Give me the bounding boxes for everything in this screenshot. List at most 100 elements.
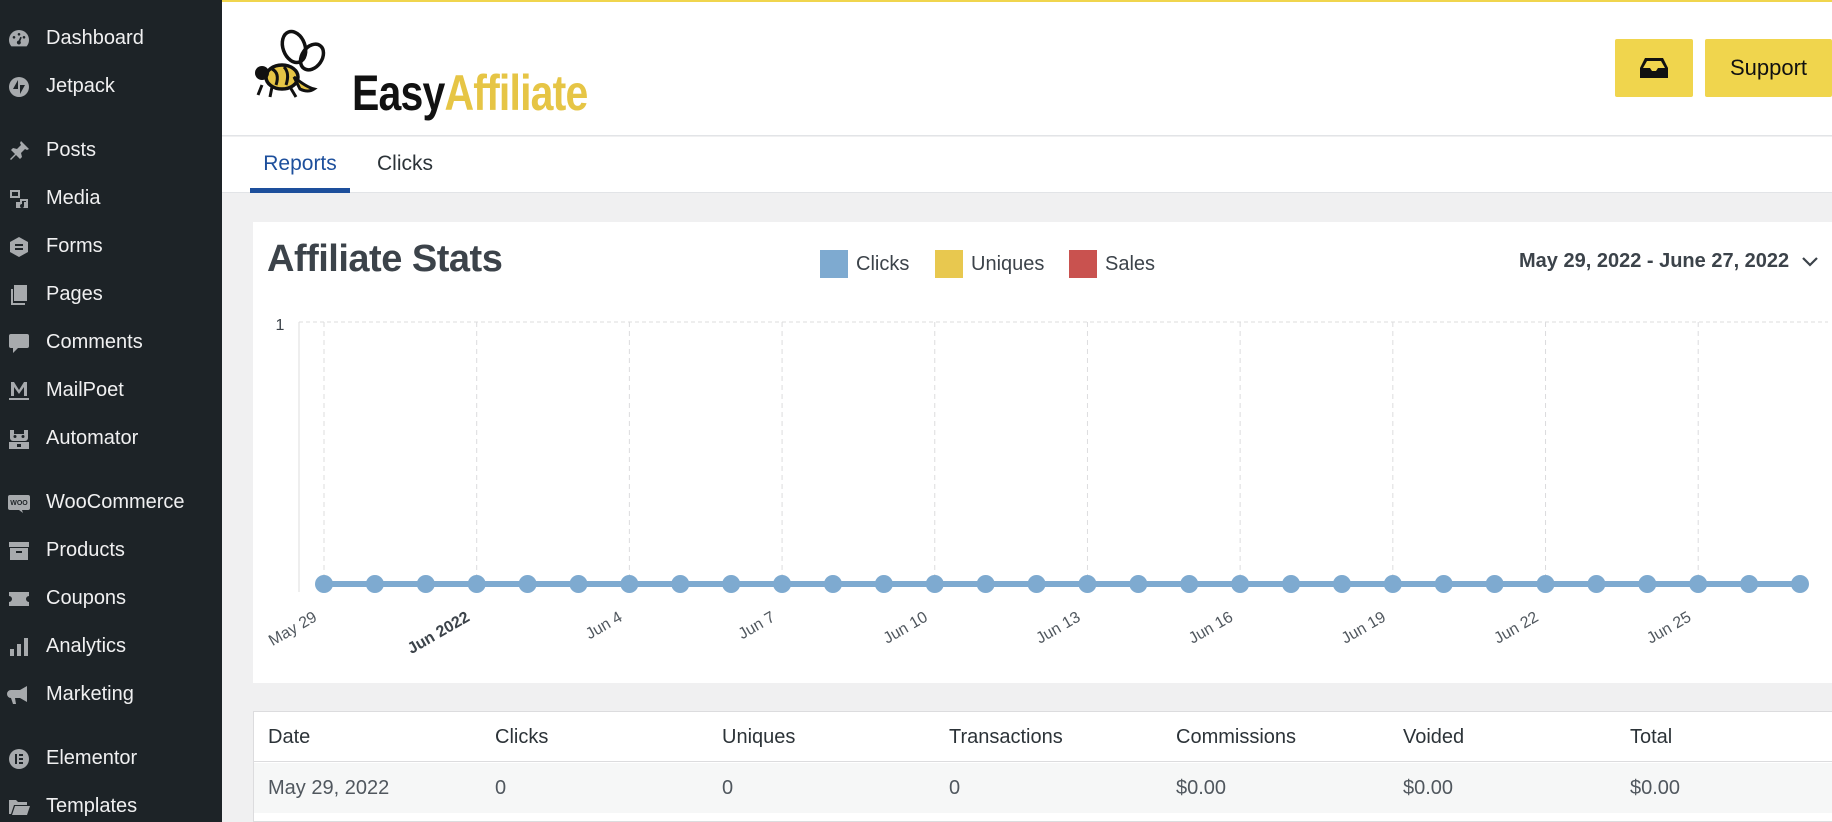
data-point (925, 575, 944, 593)
x-tick-label: Jun 25 (1644, 609, 1694, 648)
legend-label-clicks: Clicks (856, 252, 910, 275)
support-button[interactable]: Support (1705, 39, 1832, 97)
data-point (823, 575, 842, 593)
data-point (1536, 575, 1555, 593)
column-header-total[interactable]: Total (1630, 726, 1673, 748)
sidebar-item-label: Jetpack (46, 75, 115, 97)
forms-icon (6, 234, 32, 260)
cell-voided: $0.00 (1403, 777, 1454, 799)
sidebar-item-coupons[interactable]: Coupons (0, 576, 222, 620)
svg-text:WOO: WOO (10, 500, 28, 507)
data-point (1180, 575, 1199, 593)
sidebar-item-label: Media (46, 187, 101, 209)
sidebar-item-label: Elementor (46, 747, 138, 769)
legend-swatch-sales (1069, 250, 1097, 278)
sidebar-item-dashboard[interactable]: Dashboard (0, 16, 222, 60)
bar-chart-icon (6, 634, 32, 660)
sidebar-item-woocommerce[interactable]: WOO WooCommerce (0, 480, 222, 524)
sidebar-item-posts[interactable]: Posts (0, 128, 222, 172)
sidebar-item-comments[interactable]: Comments (0, 320, 222, 364)
stats-title: Affiliate Stats (267, 238, 503, 280)
media-icon (6, 186, 32, 212)
x-tick-label: Jun 13 (1033, 609, 1083, 648)
stats-line-chart: 1 May 29 Jun 2022 Jun 4 Jun 7 Jun 10 Jun 13 Jun… (266, 317, 1828, 658)
data-point (467, 575, 486, 593)
sidebar-item-marketing[interactable]: Marketing (0, 672, 222, 716)
sidebar-item-label: Automator (46, 427, 139, 449)
chevron-down-icon (1802, 256, 1818, 267)
accent-topline (222, 0, 1832, 2)
sidebar-item-label: Pages (46, 283, 103, 305)
data-point (1740, 575, 1759, 593)
inbox-button[interactable] (1615, 39, 1693, 97)
data-point (1129, 575, 1148, 593)
tab-clicks[interactable]: Clicks (377, 152, 433, 175)
sidebar-item-label: MailPoet (46, 379, 124, 401)
sidebar-item-pages[interactable]: Pages (0, 272, 222, 316)
robot-icon (6, 426, 32, 452)
data-point (315, 575, 333, 593)
sidebar-item-analytics[interactable]: Analytics (0, 624, 222, 668)
column-header-voided[interactable]: Voided (1403, 726, 1465, 748)
plugin-header: EasyAffiliate Support (222, 2, 1832, 136)
sidebar-item-automator[interactable]: Automator (0, 416, 222, 460)
sidebar-item-label: Marketing (46, 683, 134, 705)
x-tick-label: Jun 16 (1186, 609, 1236, 648)
sidebar-item-label: Forms (46, 235, 103, 257)
sidebar-item-label: Comments (46, 331, 143, 353)
legend-uniques[interactable]: Uniques (935, 250, 1044, 278)
sidebar-item-jetpack[interactable]: Jetpack (0, 64, 222, 108)
logo-word-easy: Easy (352, 65, 445, 121)
woo-icon: WOO (6, 490, 32, 516)
column-header-transactions[interactable]: Transactions (949, 726, 1063, 748)
data-point (671, 575, 690, 593)
logo-wordmark: EasyAffiliate (352, 61, 588, 125)
y-tick-label: 1 (276, 317, 285, 334)
sidebar-item-media[interactable]: Media (0, 176, 222, 220)
x-tick-label: Jun 4 (583, 609, 625, 643)
data-point (569, 575, 588, 593)
data-point (1638, 575, 1657, 593)
dashboard-icon (6, 26, 32, 52)
sidebar-item-label: WooCommerce (46, 491, 185, 513)
sidebar-item-label: Templates (46, 795, 138, 817)
sidebar-item-label: Analytics (46, 635, 127, 657)
data-point (773, 575, 792, 593)
sidebar-item-label: Posts (46, 139, 97, 161)
legend-clicks[interactable]: Clicks (820, 250, 909, 278)
stats-table: Date Clicks Uniques Transactions Commiss… (253, 711, 1832, 822)
data-point (1689, 575, 1708, 593)
sidebar-item-forms[interactable]: Forms (0, 224, 222, 268)
column-header-uniques[interactable]: Uniques (722, 726, 796, 748)
data-point (1485, 575, 1504, 593)
easy-affiliate-logo: EasyAffiliate (250, 27, 588, 121)
table-row: May 29, 2022 0 0 0 $0.00 $0.00 $0.00 (254, 763, 1832, 813)
data-point (365, 575, 384, 593)
cell-clicks: 0 (495, 777, 507, 799)
tab-reports[interactable]: Reports (250, 137, 350, 193)
folder-icon (6, 794, 32, 820)
data-point (1231, 575, 1250, 593)
table-header-row: Date Clicks Uniques Transactions Commiss… (254, 712, 1832, 762)
x-tick-label: Jun 10 (881, 609, 931, 648)
pages-icon (6, 282, 32, 308)
date-range-label: May 29, 2022 - June 27, 2022 (1519, 250, 1790, 272)
legend-swatch-clicks (820, 250, 848, 278)
sidebar-item-products[interactable]: Products (0, 528, 222, 572)
x-tick-label: Jun 7 (736, 609, 778, 643)
pin-icon (6, 138, 32, 164)
sidebar-item-mailpoet[interactable]: MailPoet (0, 368, 222, 412)
date-range-picker[interactable]: May 29, 2022 - June 27, 2022 (1519, 250, 1819, 273)
legend-swatch-uniques (935, 250, 963, 278)
column-header-clicks[interactable]: Clicks (495, 726, 549, 748)
sidebar-item-elementor[interactable]: Elementor (0, 736, 222, 780)
megaphone-icon (6, 682, 32, 708)
legend-label-uniques: Uniques (971, 252, 1045, 275)
column-header-commissions[interactable]: Commissions (1176, 726, 1297, 748)
legend-sales[interactable]: Sales (1069, 250, 1155, 278)
data-point (874, 575, 893, 593)
jetpack-icon (6, 74, 32, 100)
column-header-date[interactable]: Date (268, 726, 311, 748)
cell-transactions: 0 (949, 777, 961, 799)
sidebar-item-templates[interactable]: Templates (0, 784, 222, 822)
